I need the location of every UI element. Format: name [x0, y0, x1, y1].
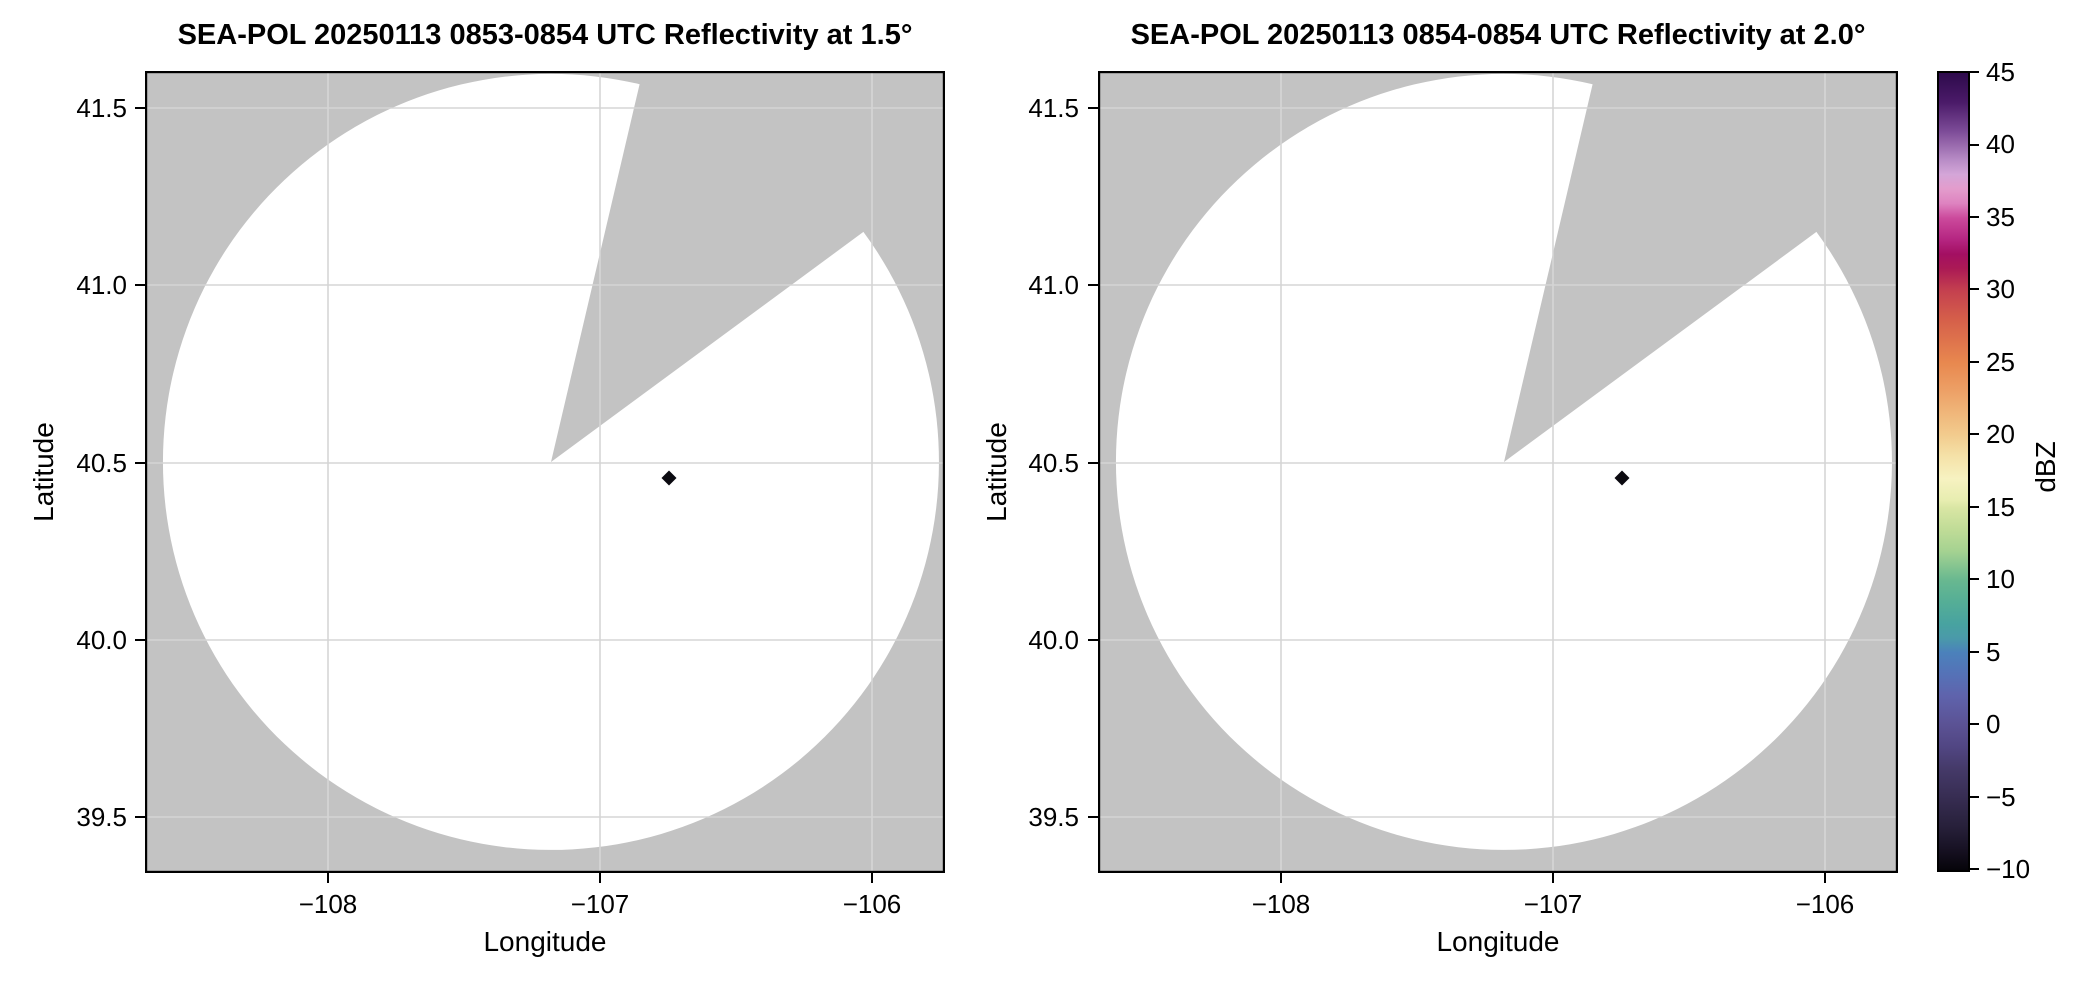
- grid-lines: [145, 71, 945, 873]
- y-tick-mark: [135, 107, 145, 109]
- colorbar-tick-label: 40: [1986, 129, 2015, 159]
- y-tick-mark: [135, 284, 145, 286]
- colorbar-tick-label: 5: [1986, 637, 2001, 667]
- y-tick-mark: [135, 639, 145, 641]
- radar-scan-area: [1115, 73, 1892, 850]
- plot-border: [145, 71, 945, 873]
- x-axis-title: Longitude: [1436, 926, 1560, 957]
- colorbar-tick-label: 10: [1986, 564, 2015, 594]
- colorbar-tick-label: 35: [1986, 202, 2015, 232]
- colorbar-gradient: [1939, 73, 1968, 870]
- colorbar-tick-mark: [1970, 433, 1979, 435]
- y-tick-label: 41.0: [1028, 270, 1079, 300]
- colorbar-tick-label: 15: [1986, 492, 2015, 522]
- colorbar-tick-label: −5: [1986, 782, 2016, 812]
- x-tick-label: −108: [1251, 889, 1311, 919]
- y-axis-title: Latitude: [981, 422, 1012, 522]
- radar-scan-area: [162, 73, 939, 850]
- colorbar-tick-mark: [1970, 71, 1979, 73]
- x-tick-mark: [1552, 873, 1554, 883]
- echo-marker-diamond: [661, 470, 677, 486]
- y-tick-label: 39.5: [1028, 802, 1079, 832]
- y-tick-label: 39.5: [76, 802, 127, 832]
- colorbar-tick-mark: [1970, 651, 1979, 653]
- x-tick-label: −106: [842, 889, 902, 919]
- y-tick-label: 40.5: [76, 448, 127, 478]
- y-tick-label: 40.0: [76, 625, 127, 655]
- colorbar-tick-label: 30: [1986, 274, 2015, 304]
- y-tick-label: 40.5: [1028, 448, 1079, 478]
- colorbar-tick-mark: [1970, 796, 1979, 798]
- colorbar-tick-label: 45: [1986, 57, 2015, 87]
- colorbar-tick-mark: [1970, 216, 1979, 218]
- colorbar-tick-label: −10: [1986, 854, 2031, 884]
- x-tick-mark: [327, 873, 329, 883]
- y-tick-mark: [135, 816, 145, 818]
- x-tick-label: −107: [570, 889, 630, 919]
- y-tick-label: 40.0: [1028, 625, 1079, 655]
- plot-area: [145, 71, 945, 873]
- x-tick-mark: [871, 873, 873, 883]
- x-tick-mark: [599, 873, 601, 883]
- colorbar: [1937, 71, 1970, 872]
- y-axis-title: Latitude: [28, 422, 59, 522]
- colorbar-tick-mark: [1970, 723, 1979, 725]
- colorbar-tick-mark: [1970, 144, 1979, 146]
- panel-title: SEA-POL 20250113 0854-0854 UTC Reflectiv…: [1130, 19, 1866, 51]
- echo-marker-diamond: [1614, 470, 1630, 486]
- grid-lines: [1098, 71, 1898, 873]
- y-tick-mark: [135, 462, 145, 464]
- x-tick-mark: [1824, 873, 1826, 883]
- plot-area: [1098, 71, 1898, 873]
- y-tick-label: 41.5: [76, 93, 127, 123]
- y-tick-mark: [1088, 816, 1098, 818]
- y-tick-label: 41.5: [1028, 93, 1079, 123]
- x-tick-label: −107: [1523, 889, 1583, 919]
- x-tick-label: −108: [298, 889, 358, 919]
- y-tick-mark: [1088, 284, 1098, 286]
- colorbar-tick-mark: [1970, 361, 1979, 363]
- plot-border: [1098, 71, 1898, 873]
- colorbar-tick-mark: [1970, 578, 1979, 580]
- colorbar-tick-label: 20: [1986, 419, 2015, 449]
- colorbar-title: dBZ: [2030, 441, 2061, 493]
- x-axis-title: Longitude: [483, 926, 607, 957]
- colorbar-tick-mark: [1970, 288, 1979, 290]
- y-tick-mark: [1088, 639, 1098, 641]
- y-tick-label: 41.0: [76, 270, 127, 300]
- y-tick-mark: [1088, 462, 1098, 464]
- colorbar-tick-label: 25: [1986, 347, 2015, 377]
- panel-title: SEA-POL 20250113 0853-0854 UTC Reflectiv…: [177, 19, 913, 51]
- x-tick-label: −106: [1795, 889, 1855, 919]
- colorbar-tick-mark: [1970, 868, 1979, 870]
- colorbar-tick-mark: [1970, 506, 1979, 508]
- y-tick-mark: [1088, 107, 1098, 109]
- x-tick-mark: [1280, 873, 1282, 883]
- colorbar-tick-label: 0: [1986, 709, 2001, 739]
